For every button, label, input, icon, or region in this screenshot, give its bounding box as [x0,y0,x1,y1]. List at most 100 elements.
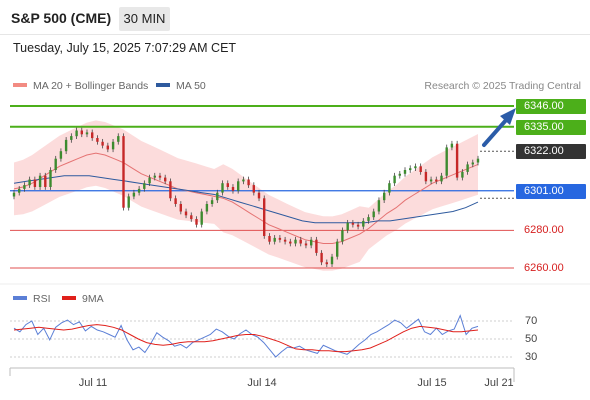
candle-body [169,181,172,199]
ma50-label: MA 50 [176,80,206,92]
candle-body [143,183,146,189]
candle-body [38,175,42,187]
level-label-6280: 6280.00 [524,224,564,236]
candle-body [122,136,125,208]
rsi-9ma-line [13,324,479,353]
candle-body [174,198,177,204]
x-tick-jul15: Jul 15 [417,377,447,389]
candle-body [315,239,318,253]
candle-body [336,241,339,257]
candle-body [268,236,271,242]
candle-body [106,145,109,150]
bollinger-label: MA 20 + Bollinger Bands [33,80,149,92]
level-label-6301: 6301.00 [516,184,586,199]
candle-body [257,192,261,199]
candle-body [403,170,407,174]
candle-body [299,239,302,244]
candle-body [247,179,250,186]
candle-body [70,136,73,140]
candle-body [158,175,162,178]
rsi-line [13,314,479,358]
candle-body [476,158,480,163]
bollinger-band-fill [14,120,478,271]
level-label-6322: 6322.00 [516,144,586,159]
candle-body [356,224,360,227]
candle-body [450,143,454,148]
x-tick-jul21: Jul 21 [484,377,514,389]
rsi-tick-30: 30 [525,351,538,363]
forecast-arrow-head [500,108,516,125]
rsi-tick-70: 70 [525,315,538,327]
candle-body [153,175,156,178]
candle-body [137,188,141,193]
level-label-6260: 6260.00 [524,262,564,274]
candle-body [393,175,396,184]
candle-body [263,198,266,236]
candle-body [101,141,104,146]
candle-body [330,256,334,265]
candle-body [419,166,422,172]
candle-body [221,183,224,193]
candle-body [252,185,255,193]
timeframe-badge[interactable]: 30 MIN [119,7,170,31]
candle-body [388,183,391,193]
candle-body [49,170,52,187]
candle-body [367,217,370,221]
candle-body [28,179,31,186]
candle-body [466,164,469,172]
legend-bollinger: MA 20 + Bollinger Bands [13,80,148,92]
candle-body [200,211,203,225]
legend-rsi: RSI [13,293,51,305]
copyright-text: Research © 2025 Trading Central [424,80,581,92]
candle-body [190,215,193,220]
candle-body [231,187,235,191]
candle-body [341,230,344,242]
candle-body [59,151,63,159]
candle-body [304,243,308,246]
candle-body [54,158,57,170]
candle-body [325,262,328,265]
candle-body [18,188,21,193]
bollinger-swatch [13,83,27,88]
candle-body [164,177,167,182]
legend-ma50: MA 50 [156,80,206,92]
header-divider [0,34,590,35]
x-tick-jul14: Jul 14 [247,377,277,389]
candle-body [273,237,276,242]
instrument-title: S&P 500 (CME) [11,10,112,26]
candle-body [226,183,229,187]
candle-body [23,185,26,189]
candle-body [346,222,349,231]
candle-body [294,239,297,244]
candle-body [12,192,16,197]
candle-body [96,138,99,142]
candle-body [148,177,151,184]
candle-body [44,175,47,187]
ma50-swatch [156,83,170,88]
candle-body [377,200,381,212]
rsi-tick-50: 50 [525,333,538,345]
candle-body [429,179,433,182]
candle-body [127,196,130,208]
candle-body [179,204,182,212]
legend-9ma: 9MA [62,293,104,305]
candle-body [424,171,428,182]
candle-body [320,252,323,263]
candle-body [237,181,240,191]
rsi-swatch [13,296,27,301]
x-tick-jul11: Jul 11 [78,377,108,389]
candle-body [242,179,245,182]
level-label-6346: 6346.00 [516,99,586,114]
candle-body [445,147,448,176]
rsi-label: RSI [33,293,51,305]
chart-datetime: Tuesday, July 15, 2025 7:07:29 AM CET [13,41,237,55]
candle-body [435,179,438,182]
candle-body [461,171,464,178]
candle-body [440,175,443,182]
level-label-6335: 6335.00 [516,120,586,135]
candle-body [398,173,401,176]
candle-body [210,200,214,204]
candle-body [80,130,83,135]
candle-body [184,211,188,216]
